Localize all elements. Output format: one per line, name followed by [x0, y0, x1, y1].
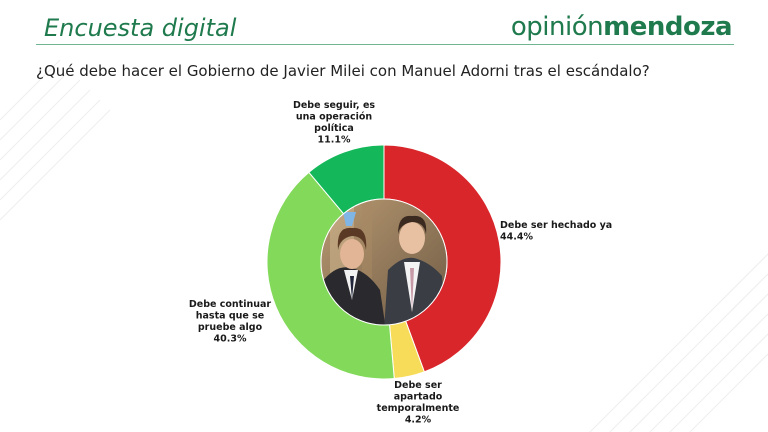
donut-slices — [266, 144, 502, 380]
brand-logo-bold: mendoza — [603, 12, 732, 42]
header-divider — [36, 44, 734, 45]
slice-seguir-label: Debe seguir, es una operación política 11.1… — [293, 100, 375, 146]
slice-continuar-label: Debe continuar hasta que se pruebe algo 40.… — [189, 299, 272, 345]
brand-logo-light: opinión — [510, 12, 604, 42]
survey-title: Encuesta digital — [44, 14, 237, 42]
slice-apartado-label: Debe ser apartado temporalmente 4.2% — [377, 380, 460, 426]
slice-labels: Debe ser hechado ya 44.4% Debe ser apartado… — [189, 100, 612, 426]
slice-echado-label: Debe ser hechado ya 44.4% — [500, 220, 612, 243]
survey-question: ¿Qué debe hacer el Gobierno de Javier Mi… — [36, 62, 650, 80]
brand-logo: opiniónmendoza — [510, 12, 733, 42]
